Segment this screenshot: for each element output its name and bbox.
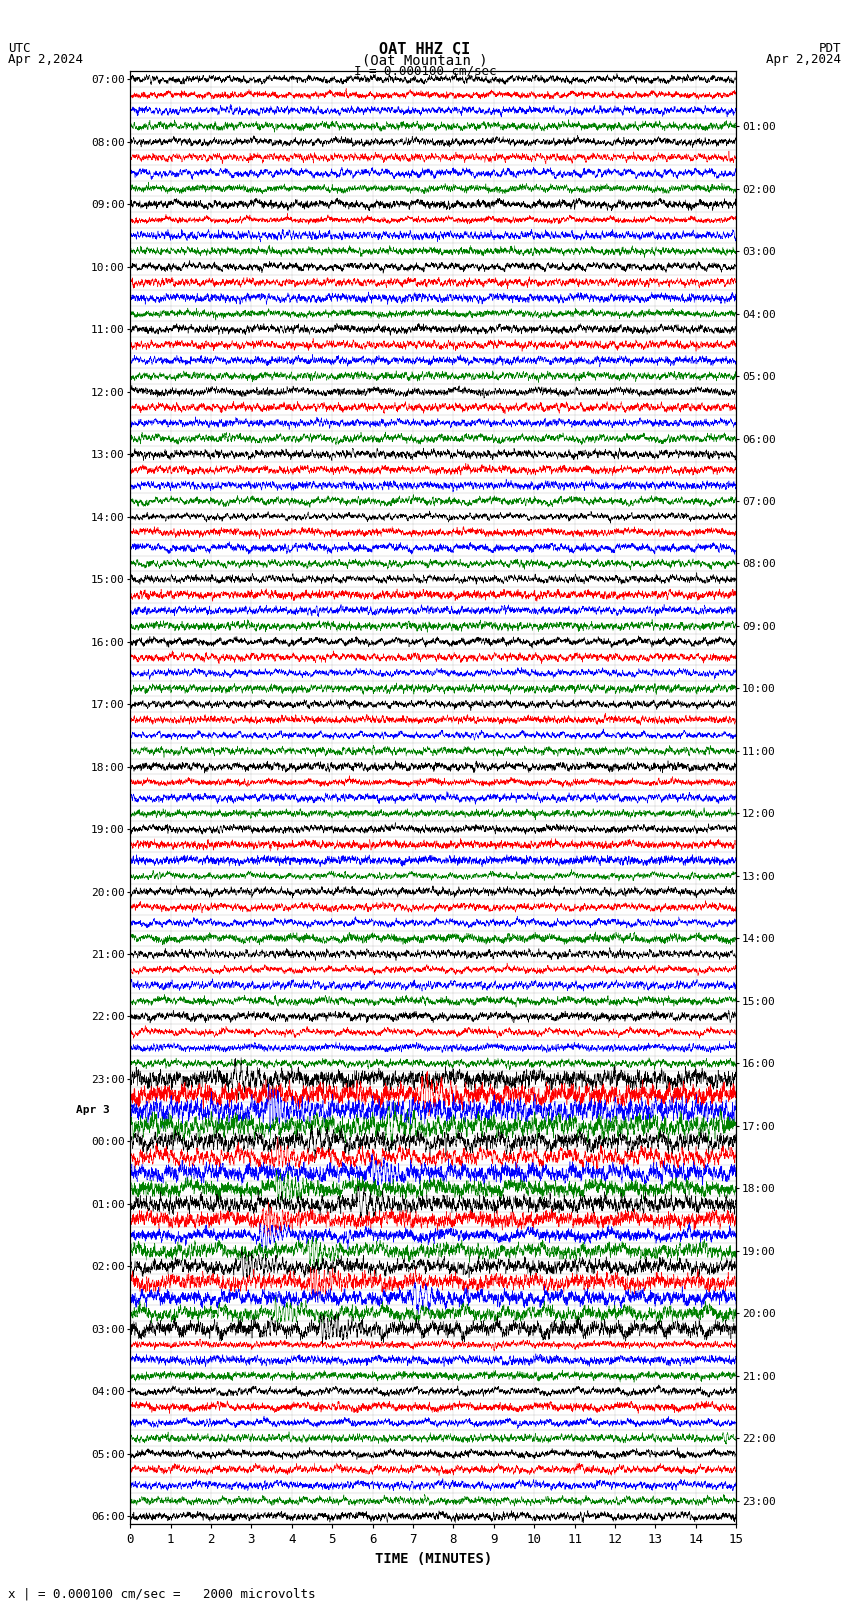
Text: PDT: PDT	[819, 42, 842, 55]
Text: (Oat Mountain ): (Oat Mountain )	[362, 53, 488, 68]
Text: UTC: UTC	[8, 42, 31, 55]
Text: OAT HHZ CI: OAT HHZ CI	[379, 42, 471, 56]
Text: Apr 3: Apr 3	[76, 1105, 110, 1115]
Text: Apr 2,2024: Apr 2,2024	[8, 53, 83, 66]
X-axis label: TIME (MINUTES): TIME (MINUTES)	[375, 1552, 492, 1566]
Text: Apr 2,2024: Apr 2,2024	[767, 53, 842, 66]
Text: x | = 0.000100 cm/sec =   2000 microvolts: x | = 0.000100 cm/sec = 2000 microvolts	[8, 1587, 316, 1600]
Text: I = 0.000100 cm/sec: I = 0.000100 cm/sec	[354, 65, 496, 77]
